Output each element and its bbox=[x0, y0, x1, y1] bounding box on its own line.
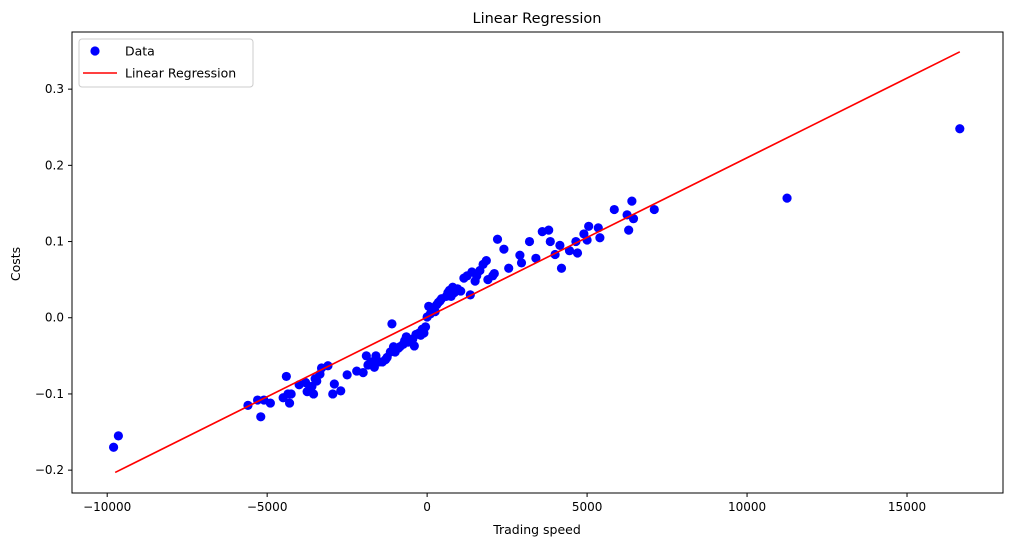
data-point bbox=[955, 124, 965, 134]
data-point bbox=[409, 341, 419, 351]
data-point bbox=[342, 370, 352, 380]
data-point bbox=[387, 319, 397, 329]
data-point bbox=[420, 322, 431, 332]
data-point bbox=[358, 368, 368, 378]
plot-area bbox=[108, 51, 965, 474]
data-point bbox=[595, 233, 605, 243]
x-axis-title: Trading speed bbox=[492, 522, 581, 537]
x-tick-label: −10000 bbox=[83, 500, 131, 514]
axes-frame bbox=[71, 31, 1004, 494]
data-point bbox=[628, 214, 639, 224]
legend-label: Linear Regression bbox=[125, 66, 236, 81]
x-tick-label: 0 bbox=[423, 500, 431, 514]
data-point bbox=[556, 263, 567, 273]
y-tick-label: 0.0 bbox=[45, 311, 64, 325]
y-tick-label: −0.1 bbox=[35, 387, 64, 401]
chart-title: Linear Regression bbox=[473, 11, 602, 27]
y-tick-label: 0.3 bbox=[45, 82, 64, 96]
data-point bbox=[524, 236, 535, 247]
x-tick-label: 15000 bbox=[888, 500, 926, 514]
data-point bbox=[649, 204, 659, 215]
y-tick-label: −0.2 bbox=[35, 463, 64, 477]
x-tick-label: −5000 bbox=[247, 500, 288, 514]
data-point bbox=[456, 286, 466, 296]
axes: −10000 −5000 0 5000 10000 15000 −0.2 −0.1 0.0 0.1… bbox=[35, 31, 1004, 514]
y-tick-label: 0.2 bbox=[45, 158, 64, 172]
data-point bbox=[336, 386, 346, 396]
data-point bbox=[624, 225, 634, 235]
data-point bbox=[489, 268, 499, 279]
data-point bbox=[108, 442, 119, 452]
data-point bbox=[584, 221, 594, 231]
data-point bbox=[481, 255, 491, 266]
data-point bbox=[328, 389, 338, 399]
data-point bbox=[515, 250, 525, 260]
x-tick-label: 10000 bbox=[728, 500, 766, 514]
data-point bbox=[564, 246, 575, 256]
data-point bbox=[572, 248, 583, 258]
data-point bbox=[545, 236, 555, 247]
data-point bbox=[492, 234, 503, 244]
data-point bbox=[516, 258, 527, 268]
data-point bbox=[555, 240, 565, 250]
data-point bbox=[499, 244, 509, 254]
data-point bbox=[627, 196, 637, 206]
data-point bbox=[329, 379, 339, 389]
legend-label: Data bbox=[125, 44, 155, 59]
data-point bbox=[265, 398, 275, 408]
data-point bbox=[531, 253, 541, 263]
data-point bbox=[609, 204, 619, 215]
legend: Data Linear Regression bbox=[78, 38, 254, 88]
legend-marker bbox=[90, 46, 100, 56]
data-point bbox=[504, 263, 514, 273]
data-point bbox=[113, 431, 123, 441]
x-tick-label: 5000 bbox=[572, 500, 603, 514]
data-point bbox=[544, 225, 554, 235]
data-point bbox=[312, 376, 322, 386]
data-point bbox=[308, 389, 319, 399]
y-tick-label: 0.1 bbox=[45, 235, 64, 249]
data-point bbox=[284, 398, 295, 408]
legend-box bbox=[78, 38, 254, 88]
data-point bbox=[286, 389, 296, 399]
data-point bbox=[281, 371, 291, 382]
data-point bbox=[256, 412, 266, 422]
regression-line bbox=[114, 51, 961, 474]
y-axis-title: Costs bbox=[8, 247, 23, 281]
data-point bbox=[782, 193, 792, 203]
